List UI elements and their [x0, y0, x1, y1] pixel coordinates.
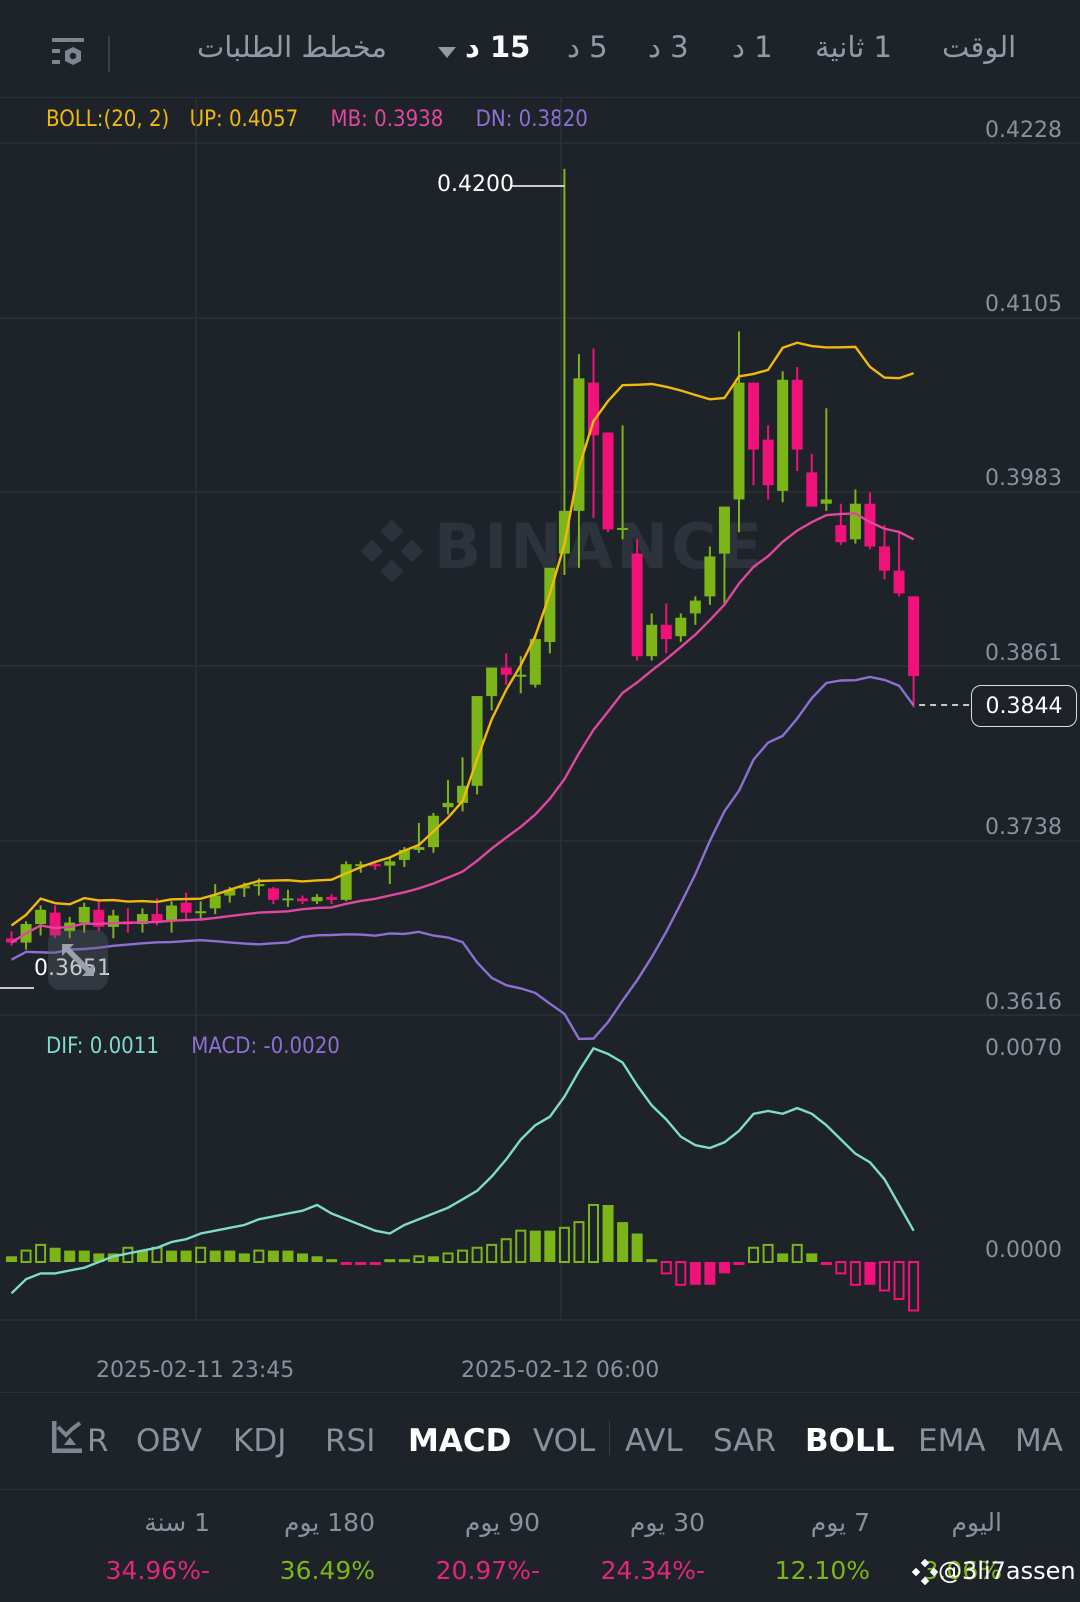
boll-mb-value: MB: 0.3938	[330, 107, 444, 132]
expand-icon	[62, 944, 94, 976]
tab-avl[interactable]: AVL	[625, 1423, 683, 1459]
tab-macd[interactable]: MACD	[408, 1423, 512, 1459]
interval-5m[interactable]: 5 د	[567, 30, 608, 64]
indicator-tabbar: R OBV KDJ RSI MACD VOL AVL SAR BOLL EMA …	[0, 1392, 1080, 1490]
price-axis-label: 0.3861	[985, 641, 1062, 666]
user-watermark: @3li7assen	[911, 1557, 1076, 1586]
perf-label-1y: 1 سنة	[144, 1508, 210, 1537]
candlestick-chart[interactable]	[0, 0, 1080, 1340]
triangle-down-icon[interactable]	[437, 46, 457, 60]
boll-params: BOLL:(20, 2)	[46, 107, 170, 132]
perf-label-7d: 7 يوم	[810, 1508, 870, 1537]
macd-legend: DIF: 0.0011 MACD: -0.0020	[46, 1034, 340, 1059]
user-handle: @3li7assen	[938, 1557, 1076, 1585]
tab-divider	[609, 1421, 610, 1455]
boll-up-value: UP: 0.4057	[189, 107, 299, 132]
price-axis-label: 0.4105	[985, 292, 1062, 317]
macd-axis-label: 0.0070	[985, 1036, 1062, 1061]
interval-3m[interactable]: 3 د	[648, 30, 689, 64]
perf-value-1y: 34.96%-	[105, 1556, 210, 1585]
perf-value-90d: 20.97%-	[435, 1556, 540, 1585]
current-price-tag[interactable]: 0.3844	[971, 685, 1077, 727]
perf-value-30d: 24.34%-	[600, 1556, 705, 1585]
dif-value: DIF: 0.0011	[46, 1034, 159, 1059]
toolbar-divider	[108, 36, 110, 72]
time-axis-label: 2025-02-12 06:00	[461, 1358, 660, 1383]
binance-logo-icon	[360, 519, 424, 583]
tab-ema[interactable]: EMA	[918, 1423, 986, 1459]
binance-logo-icon	[911, 1558, 939, 1586]
price-axis-label: 0.3616	[985, 990, 1062, 1015]
macd-axis-label: 0.0000	[985, 1238, 1062, 1263]
perf-label-30d: 30 يوم	[629, 1508, 705, 1537]
time-axis-label: 2025-02-11 23:45	[96, 1358, 295, 1383]
interval-15m[interactable]: 15 د	[465, 30, 531, 64]
tab-kdj[interactable]: KDJ	[233, 1423, 287, 1459]
perf-label-180d: 180 يوم	[283, 1508, 375, 1537]
macd-value: MACD: -0.0020	[191, 1034, 340, 1059]
price-axis-label: 0.4228	[985, 118, 1062, 143]
tab-ma[interactable]: MA	[1015, 1423, 1063, 1459]
interval-1s[interactable]: 1 ثانية	[815, 30, 892, 64]
perf-value-7d: 12.10%	[774, 1556, 870, 1585]
perf-value-180d: 36.49%	[279, 1556, 375, 1585]
interval-1m[interactable]: 1 د	[732, 30, 773, 64]
interval-time[interactable]: الوقت	[942, 30, 1017, 64]
interval-toolbar: الوقت 1 ثانية 1 د 3 د 5 د 15 د مخطط الطل…	[0, 0, 1080, 98]
tab-rsi[interactable]: RSI	[325, 1423, 376, 1459]
price-axis-label: 0.3983	[985, 466, 1062, 491]
indicator-chart-icon[interactable]	[52, 1419, 84, 1453]
perf-label-today: اليوم	[951, 1508, 1002, 1537]
depth-chart-tab[interactable]: مخطط الطلبات	[197, 30, 387, 64]
tab-sar[interactable]: SAR	[713, 1423, 776, 1459]
perf-label-90d: 90 يوم	[464, 1508, 540, 1537]
tab-r[interactable]: R	[87, 1423, 109, 1459]
chart-settings-icon[interactable]	[50, 36, 86, 72]
high-price-marker: 0.4200	[437, 172, 514, 197]
tab-vol[interactable]: VOL	[533, 1423, 596, 1459]
boll-dn-value: DN: 0.3820	[475, 107, 588, 132]
tab-boll[interactable]: BOLL	[805, 1423, 895, 1459]
tab-obv[interactable]: OBV	[136, 1423, 202, 1459]
boll-legend: BOLL:(20, 2) UP: 0.4057 MB: 0.3938 DN: 0…	[46, 107, 588, 132]
low-price-marker: 0.3651	[34, 956, 111, 981]
fullscreen-button[interactable]	[48, 930, 108, 990]
price-axis-label: 0.3738	[985, 815, 1062, 840]
